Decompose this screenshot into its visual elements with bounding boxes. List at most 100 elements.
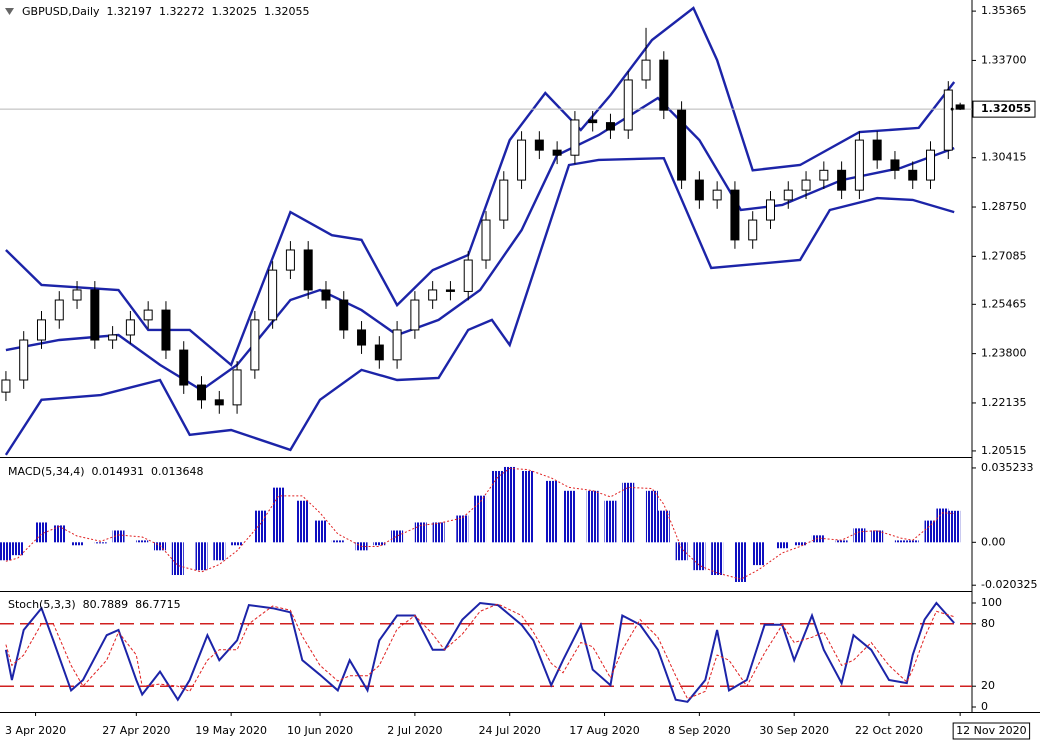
macd-bar xyxy=(645,490,658,543)
header-value: 80.7889 xyxy=(83,598,129,611)
macd-bar xyxy=(0,542,12,561)
macd-bar xyxy=(853,528,866,543)
candle-body xyxy=(108,334,118,341)
candle-body xyxy=(321,289,331,301)
x-tick-label: 8 Sep 2020 xyxy=(668,724,731,737)
header-value: 86.7715 xyxy=(135,598,181,611)
header-value: 1.32197 xyxy=(107,5,153,18)
candle-body xyxy=(534,139,544,151)
candle-body xyxy=(179,349,189,386)
macd-bar xyxy=(195,542,208,571)
candle-body xyxy=(641,59,651,81)
panel-title: MACD(5,34,4) xyxy=(8,465,85,478)
header-value: 0.013648 xyxy=(151,465,204,478)
candle-body xyxy=(481,219,491,261)
macd-bar xyxy=(604,500,617,543)
macd-bar xyxy=(331,540,344,543)
y-tick-label: 0.035233 xyxy=(981,461,1034,474)
symbol-icon xyxy=(5,8,14,15)
stoch-line xyxy=(4,601,955,703)
macd-bar xyxy=(53,525,66,543)
candle-body xyxy=(499,179,509,221)
macd-bar xyxy=(586,490,599,543)
candle-body xyxy=(552,149,562,156)
y-tick-label: 20 xyxy=(981,679,995,692)
macd-bar xyxy=(491,470,504,543)
macd-bar xyxy=(11,542,24,556)
candle-body xyxy=(125,319,135,336)
y-tick-label: 0.00 xyxy=(981,535,1006,548)
candle-body xyxy=(955,104,965,110)
candle-body xyxy=(161,309,171,351)
header-value: 0.014931 xyxy=(92,465,145,478)
macd-bar xyxy=(622,482,635,543)
macd-bar xyxy=(474,495,487,543)
y-tick-label: 100 xyxy=(981,596,1002,609)
candle-body xyxy=(428,289,438,301)
y-tick-label: 1.35365 xyxy=(981,4,1027,17)
macd-bar xyxy=(752,542,765,566)
macd-bar xyxy=(562,490,575,543)
macd-bar xyxy=(414,522,427,543)
candle-body xyxy=(943,89,953,151)
macd-bar xyxy=(675,542,688,561)
candle-body xyxy=(890,159,900,171)
x-tick-label: 24 Jul 2020 xyxy=(479,724,541,737)
candle-body xyxy=(357,329,367,346)
y-tick-label: -0.020325 xyxy=(981,578,1037,591)
macd-bar xyxy=(154,542,167,551)
candle-body xyxy=(72,289,82,301)
candle-body xyxy=(623,79,633,131)
candle-body xyxy=(285,249,295,271)
candle-body xyxy=(19,339,29,381)
macd-bar xyxy=(894,540,907,543)
bollinger-line xyxy=(4,156,955,456)
y-tick-label: 1.33700 xyxy=(981,53,1027,66)
candle-body xyxy=(445,289,455,292)
macd-bar xyxy=(373,542,386,546)
macd-bar xyxy=(776,542,789,549)
x-tick-box xyxy=(952,722,1031,740)
macd-bar xyxy=(171,542,184,576)
macd-bar xyxy=(254,510,267,543)
candle-body xyxy=(392,329,402,361)
macd-bar xyxy=(231,542,244,546)
macd-bar xyxy=(136,540,149,543)
macd-bar xyxy=(521,470,534,543)
candle-body xyxy=(517,139,527,181)
candle-body xyxy=(712,189,722,201)
candle-body xyxy=(36,319,46,341)
candle-body xyxy=(232,369,242,406)
y-tick-label: 1.30415 xyxy=(981,151,1027,164)
x-tick-label: 12 Nov 2020 xyxy=(956,724,1026,737)
x-tick-label: 3 Apr 2020 xyxy=(5,724,66,737)
x-tick-label: 10 Jun 2020 xyxy=(287,724,353,737)
signal-line xyxy=(5,467,955,580)
candle-body xyxy=(765,199,775,221)
candle-body xyxy=(748,219,758,241)
candle-body xyxy=(410,299,420,331)
last-price-dot xyxy=(950,107,954,111)
panel-title: GBPUSD,Daily xyxy=(22,5,100,18)
candle-body xyxy=(90,289,100,341)
candle-body xyxy=(926,149,936,181)
candle-body xyxy=(1,379,11,393)
header-value: 1.32272 xyxy=(159,5,205,18)
x-tick-label: 27 Apr 2020 xyxy=(102,724,170,737)
macd-bar xyxy=(545,480,558,543)
candle-body xyxy=(801,179,811,191)
macd-bar xyxy=(693,542,706,571)
y-tick-label: 1.22135 xyxy=(981,396,1027,409)
macd-bar xyxy=(711,542,724,576)
macd-bar xyxy=(432,522,445,543)
y-tick-label: 1.25465 xyxy=(981,297,1027,310)
candle-body xyxy=(659,59,669,111)
macd-bar xyxy=(657,510,670,543)
x-tick-label: 22 Oct 2020 xyxy=(855,724,923,737)
macd-bar xyxy=(924,520,937,543)
bollinger-line xyxy=(5,6,956,367)
candle-body xyxy=(819,169,829,181)
